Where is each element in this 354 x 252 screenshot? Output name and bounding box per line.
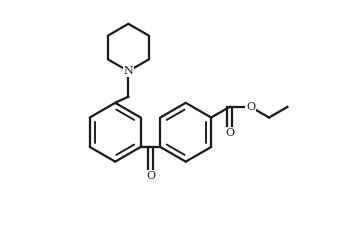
Text: N: N	[124, 66, 133, 76]
Text: O: O	[225, 128, 234, 138]
Text: O: O	[246, 102, 255, 112]
Text: O: O	[146, 171, 155, 181]
